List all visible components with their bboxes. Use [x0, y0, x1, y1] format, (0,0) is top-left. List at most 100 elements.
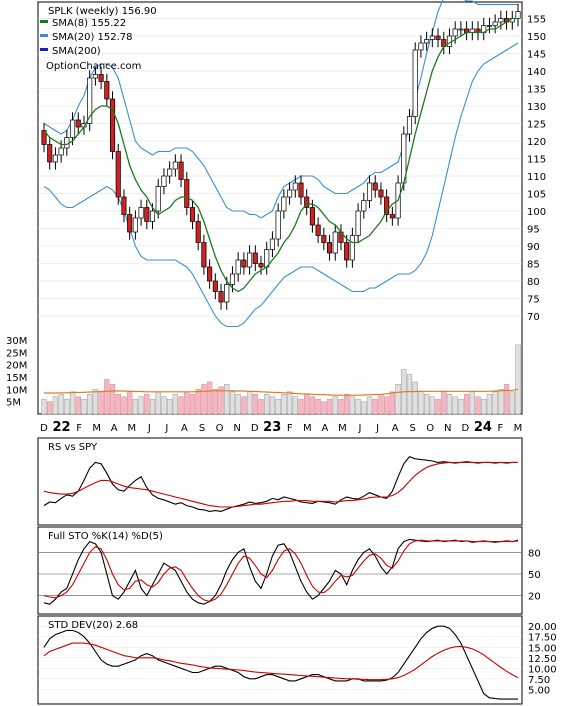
volume-bar: [189, 394, 196, 415]
volume-bar: [58, 394, 64, 415]
volume-bar: [458, 398, 464, 415]
candle-body: [292, 182, 298, 191]
volume-bar: [201, 384, 207, 415]
candle-body: [47, 144, 53, 163]
volume-bar: [87, 394, 93, 415]
volume-bar: [469, 391, 475, 415]
candle-body: [109, 98, 116, 152]
date-tick-label: J: [358, 423, 362, 434]
volume-bar: [309, 396, 316, 415]
volume-bar: [423, 394, 430, 415]
candle-body: [155, 186, 161, 212]
stddev-series-line: [43, 625, 518, 700]
stochastic-tick-label: 80: [528, 548, 541, 559]
price-tick-label: 70: [527, 312, 540, 323]
volume-bar: [258, 398, 264, 415]
date-tick-label: J: [164, 423, 168, 434]
volume-bar: [509, 391, 515, 415]
rs-title: RS vs SPY: [48, 442, 98, 453]
candle-body: [269, 238, 275, 250]
candle-body: [389, 214, 395, 219]
volume-bar: [178, 396, 184, 415]
date-tick-label: F: [76, 423, 82, 434]
candle-body: [132, 217, 138, 233]
date-tick-label: N: [233, 423, 240, 434]
price-tick-label: 155: [527, 15, 546, 26]
price-tick-label: 145: [527, 50, 546, 61]
volume-bar: [349, 396, 356, 415]
candle-body: [452, 28, 458, 37]
rs-panel: RS vs SPY: [37, 437, 523, 526]
candle-body: [98, 74, 104, 82]
candle-body: [315, 224, 321, 236]
stochastic-tick-label: 50: [528, 570, 541, 581]
volume-bar: [206, 381, 213, 415]
candle-body: [287, 189, 293, 198]
sma20-legend-swatch: [40, 34, 48, 37]
candle-body: [321, 235, 327, 243]
volume-bar: [121, 396, 127, 415]
volume-bar: [298, 398, 304, 415]
date-tick-label: 24: [474, 420, 492, 435]
sma200-legend-swatch: [40, 48, 48, 51]
volume-bar: [412, 381, 418, 415]
volume-bar: [366, 396, 373, 415]
candle-body: [372, 182, 378, 191]
candle-body: [492, 21, 498, 26]
candle-body: [281, 196, 287, 212]
candle-body: [201, 242, 207, 268]
volume-bar: [286, 391, 293, 415]
volume-bar: [75, 396, 81, 415]
candle-body: [247, 252, 253, 268]
volume-tick-label: 20M: [6, 361, 27, 372]
volume-bar: [269, 396, 276, 415]
price-tick-label: 125: [527, 120, 546, 131]
volume-tick-label: 10M: [6, 385, 27, 396]
stochastic-tick-label: 20: [528, 592, 541, 603]
sma-lines: [43, 17, 518, 293]
volume-bar: [195, 389, 201, 415]
candle-body: [224, 284, 230, 303]
candle-body: [515, 11, 521, 19]
date-tick-label: F: [498, 423, 504, 434]
stddev-tick-label: 12.50: [528, 654, 557, 665]
candle-body: [406, 116, 413, 135]
volume-bar: [332, 396, 338, 415]
volume-tick-label: 5M: [6, 398, 21, 409]
stddev-tick-label: 5.00: [528, 685, 550, 696]
volume-bar: [395, 384, 401, 415]
volume-bar: [115, 394, 121, 415]
date-tick-label: M: [303, 423, 312, 434]
candle-body: [189, 207, 196, 222]
candle-body: [235, 259, 241, 275]
price-tick-label: 150: [527, 32, 546, 43]
date-tick-label: A: [392, 423, 399, 434]
volume-bar: [481, 398, 487, 415]
candle-body: [115, 151, 121, 198]
price-tick-label: 120: [527, 137, 546, 148]
volume-bars: [41, 344, 521, 415]
candle-body: [309, 207, 315, 226]
volume-bar: [132, 398, 139, 415]
candle-body: [212, 280, 218, 292]
rs-lines: [43, 455, 518, 512]
candle-body: [258, 263, 264, 268]
candle-body: [75, 119, 81, 128]
stochastic-grid: [38, 552, 522, 596]
volume-bar: [452, 396, 458, 415]
volume-tick-label: 30M: [6, 336, 27, 347]
price-tick-label: 100: [527, 207, 546, 218]
date-tick-label: J: [375, 423, 379, 434]
volume-bar: [315, 398, 321, 415]
volume-bar: [406, 374, 413, 415]
volume-bar: [161, 396, 167, 415]
price-tick-label: 115: [527, 155, 546, 166]
candle-body: [52, 154, 58, 163]
candle-body: [429, 35, 435, 40]
candle-body: [207, 266, 213, 282]
volume-bar: [166, 398, 173, 415]
stochastic-series-line: [43, 539, 519, 602]
date-tick-label: M: [514, 423, 523, 434]
price-tick-label: 130: [527, 102, 546, 113]
date-tick-label: S: [409, 423, 415, 434]
